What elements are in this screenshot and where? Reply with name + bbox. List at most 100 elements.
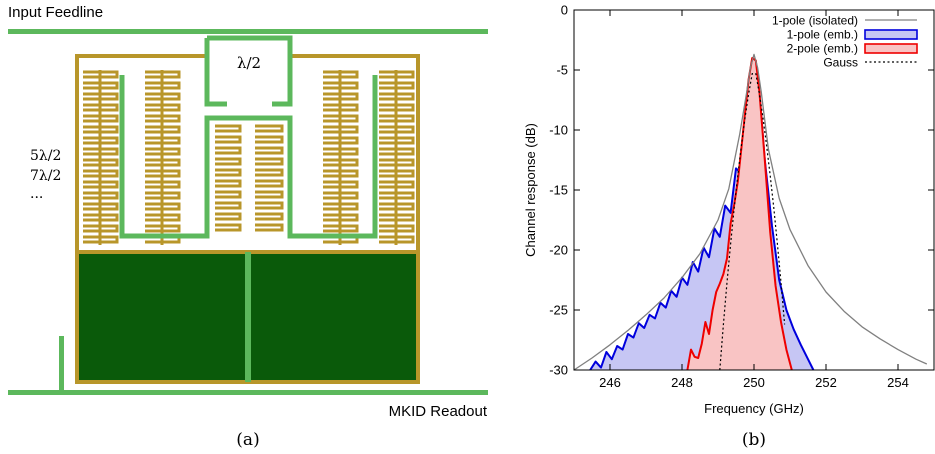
meander-finger-39: [323, 147, 359, 156]
meander-finger-67: [255, 135, 284, 144]
y-tick-label-1: -5: [556, 63, 568, 78]
meander-finger-74: [215, 179, 242, 188]
caption-b: (b): [742, 430, 766, 450]
meander-finger-63: [379, 235, 415, 244]
meander-finger-35: [323, 103, 359, 112]
meander-finger-62: [379, 224, 415, 233]
chart-series: [573, 53, 928, 371]
legend-swatch-1: [864, 29, 918, 40]
meander-finger-78: [215, 201, 242, 210]
meander-finger-32: [323, 70, 359, 79]
meander-finger-17: [145, 81, 181, 90]
meander-finger-51: [379, 103, 415, 112]
series-2-fill: [687, 58, 792, 370]
meander-finger-3: [83, 103, 119, 112]
meander-finger-75: [255, 179, 284, 188]
meander-finger-82: [215, 223, 242, 232]
meander-resonator: [75, 54, 420, 252]
meander-finger-16: [145, 70, 181, 79]
meander-finger-77: [255, 190, 284, 199]
meander-finger-34: [323, 92, 359, 101]
meander-finger-72: [215, 168, 242, 177]
meander-finger-68: [215, 146, 242, 155]
meander-finger-29: [145, 213, 181, 222]
meander-finger-1: [83, 81, 119, 90]
meander-finger-38: [323, 136, 359, 145]
meander-finger-27: [145, 191, 181, 200]
meander-finger-9: [83, 169, 119, 178]
meander-finger-19: [145, 103, 181, 112]
meander-finger-40: [323, 158, 359, 167]
meander-finger-49: [379, 81, 415, 90]
meander-outer-right: [290, 54, 420, 252]
series-2-line: [686, 57, 793, 371]
meander-finger-12: [83, 202, 119, 211]
meander-rails: [98, 70, 398, 245]
meander-finger-48: [379, 70, 415, 79]
legend: 1-pole (isolated)1-pole (emb.)2-pole (em…: [772, 14, 918, 70]
readout-stub: [59, 336, 64, 392]
input-feedline-label: Input Feedline: [8, 4, 103, 21]
legend-label-1: 1-pole (emb.): [787, 28, 858, 42]
meander-finger-44: [323, 202, 359, 211]
meander-finger-25: [145, 169, 181, 178]
y-tick-label-5: -25: [549, 303, 568, 318]
meander-finger-46: [323, 224, 359, 233]
meander-finger-26: [145, 180, 181, 189]
half-wave-label: λ/2: [237, 54, 261, 72]
y-tick-label-0: 0: [561, 3, 568, 18]
meander-finger-8: [83, 158, 119, 167]
meander-finger-24: [145, 158, 181, 167]
meander-fingers: [83, 70, 415, 244]
half-wave-resonator: [204, 35, 293, 107]
caption-a: (a): [236, 430, 259, 450]
meander-finger-65: [255, 124, 284, 133]
meander-finger-0: [83, 70, 119, 79]
center-coupling-line: [245, 252, 251, 382]
meander-finger-66: [215, 135, 242, 144]
meander-finger-70: [215, 157, 242, 166]
meander-finger-33: [323, 81, 359, 90]
legend-swatch-2: [864, 43, 918, 54]
meander-finger-59: [379, 191, 415, 200]
meander-finger-2: [83, 92, 119, 101]
series-0-line: [573, 53, 928, 371]
meander-finger-21: [145, 125, 181, 134]
meander-finger-11: [83, 191, 119, 200]
meander-finger-43: [323, 191, 359, 200]
inner-green-trace: [119, 75, 378, 239]
meander-finger-4: [83, 114, 119, 123]
meander-finger-76: [215, 190, 242, 199]
x-tick-label-0: 246: [599, 375, 621, 390]
readout-line: [8, 390, 488, 395]
legend-label-0: 1-pole (isolated): [772, 14, 858, 28]
x-tick-label-4: 254: [887, 375, 909, 390]
meander-finger-36: [323, 114, 359, 123]
y-tick-label-6: -30: [549, 363, 568, 378]
meander-finger-57: [379, 169, 415, 178]
meander-finger-5: [83, 125, 119, 134]
y-tick-label-4: -20: [549, 243, 568, 258]
meander-finger-45: [323, 213, 359, 222]
y-tick-label-3: -15: [549, 183, 568, 198]
meander-finger-81: [255, 212, 284, 221]
meander-finger-14: [83, 224, 119, 233]
mode-label-3: ...: [30, 186, 43, 202]
x-tick-label-2: 250: [743, 375, 765, 390]
meander-finger-71: [255, 157, 284, 166]
meander-finger-28: [145, 202, 181, 211]
meander-finger-80: [215, 212, 242, 221]
meander-finger-13: [83, 213, 119, 222]
chart-ticks: 246 248 250 252 254 0 -5 -10 -15 -20 -25 -30: [549, 3, 934, 390]
x-tick-label-3: 252: [815, 375, 837, 390]
x-tick-label-1: 248: [671, 375, 693, 390]
meander-finger-56: [379, 158, 415, 167]
series-3-line: [719, 72, 786, 371]
meander-finger-60: [379, 202, 415, 211]
x-axis-label: Frequency (GHz): [704, 401, 804, 416]
meander-outer-left: [75, 54, 205, 252]
meander-finger-23: [145, 147, 181, 156]
meander-finger-6: [83, 136, 119, 145]
legend-label-3: Gauss: [823, 56, 858, 70]
